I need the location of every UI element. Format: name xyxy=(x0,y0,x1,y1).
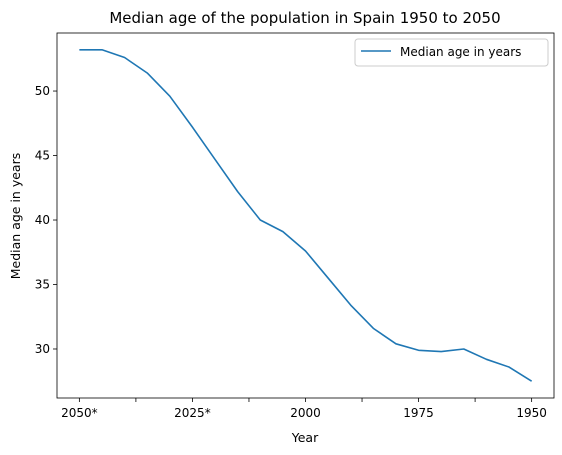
x-tick-label: 1950 xyxy=(516,406,547,420)
x-tick-label: 2025* xyxy=(174,406,211,420)
y-axis-label: Median age in years xyxy=(8,153,23,279)
chart-title: Median age of the population in Spain 19… xyxy=(109,9,500,27)
x-tick-label: 1975 xyxy=(403,406,434,420)
y-tick-label: 45 xyxy=(35,149,50,163)
y-tick-label: 40 xyxy=(35,213,50,227)
series-layer xyxy=(79,48,533,382)
x-tick-label: 2000 xyxy=(290,406,321,420)
legend: Median age in years xyxy=(354,38,549,67)
y-tick-label: 35 xyxy=(35,278,50,292)
x-axis: 2050* 2025* 2000 1975 1950 xyxy=(61,398,547,420)
y-tick-label: 30 xyxy=(35,342,50,356)
x-tick-label: 2050* xyxy=(61,406,98,420)
plot-area xyxy=(56,32,555,399)
legend-box xyxy=(354,38,549,67)
legend-entry-label: Median age in years xyxy=(400,45,521,59)
y-tick-label: 50 xyxy=(35,84,50,98)
y-axis: 30 35 40 45 50 xyxy=(35,84,57,356)
x-axis-label: Year xyxy=(291,430,319,445)
